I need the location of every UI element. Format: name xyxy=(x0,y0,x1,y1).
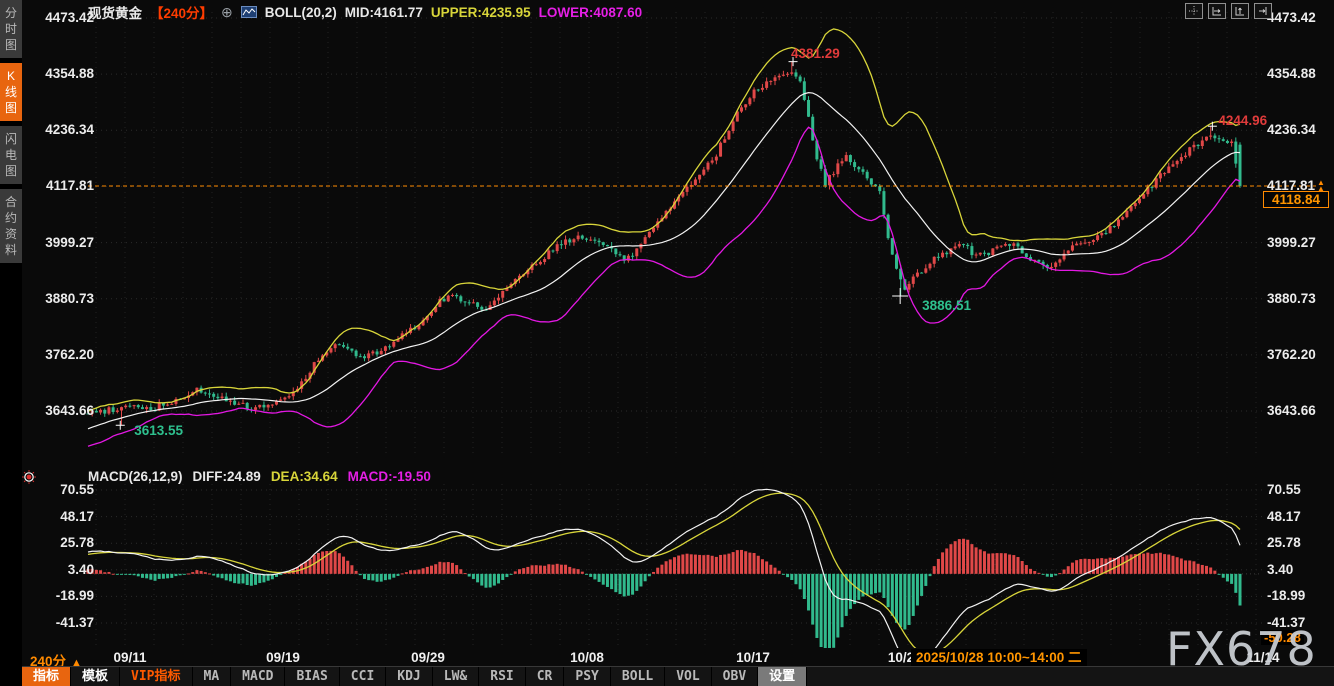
timeframe-indicator[interactable]: 240分 ▲ xyxy=(30,654,82,669)
crosshair-marker xyxy=(892,287,909,304)
indicator-live-icon[interactable] xyxy=(22,470,36,489)
price-axis-tick: 3643.66 xyxy=(1267,403,1316,418)
price-axis-tick: 3762.20 xyxy=(1267,346,1316,362)
macd-axis-tick: 25.78 xyxy=(60,535,94,551)
toolbar-button-indicators[interactable]: 指标 xyxy=(22,667,72,686)
bollinger-layer xyxy=(87,28,1241,447)
price-axis-tick: 3762.20 xyxy=(45,346,94,362)
toolbar-button-boll[interactable]: BOLL xyxy=(611,667,666,686)
boll-upper-value: UPPER:4235.95 xyxy=(430,4,531,20)
macd-axis-tick: 3.40 xyxy=(67,561,94,577)
chart-tool-buttons xyxy=(1185,3,1272,19)
macd-axis-tick: -18.99 xyxy=(55,588,94,604)
crosshair-date-tooltip: 2025/10/28 10:00~14:00 二 xyxy=(911,649,1087,666)
macd-axis-tick: 70.55 xyxy=(1267,482,1301,497)
add-indicator-icon[interactable]: ⊕ xyxy=(221,3,233,20)
toolbar-button-vol[interactable]: VOL xyxy=(665,667,712,686)
macd-title: MACD(26,12,9) xyxy=(88,469,183,484)
toolbar-button-lw[interactable]: LW& xyxy=(433,667,480,686)
x-axis-date: 10/08 xyxy=(570,650,604,665)
toolbar-button-cr[interactable]: CR xyxy=(526,667,565,686)
x-axis-date: 11/14 xyxy=(1246,650,1280,665)
pan-crosshair-icon[interactable] xyxy=(1185,3,1203,19)
last-price-box: 4118.84 xyxy=(1263,191,1329,208)
toolbar-button-ma[interactable]: MA xyxy=(193,667,232,686)
extreme-marker-icon xyxy=(788,57,798,67)
toolbar-button-cci[interactable]: CCI xyxy=(340,667,387,686)
price-annotation: 4244.96 xyxy=(1218,113,1268,129)
indicator-toolbar: 指标 模板 VIP指标 MA MACD BIAS CCI KDJ LW& RSI CR PSY BOLL… xyxy=(22,666,1334,686)
zoom-vertical-icon[interactable] xyxy=(1231,3,1249,19)
price-axis-tick: 3999.27 xyxy=(1267,234,1316,250)
toolbar-button-obv[interactable]: OBV xyxy=(712,667,759,686)
x-axis-date: 09/29 xyxy=(411,650,445,665)
price-axis-tick: 4117.81 xyxy=(1267,178,1316,194)
price-axis-tick: 4117.81 xyxy=(45,178,94,194)
macd-axis-tick: 25.78 xyxy=(1267,535,1301,551)
price-annotation: 4381.29 xyxy=(791,45,840,61)
price-axis-tick: 3643.66 xyxy=(45,403,94,418)
macd-layer xyxy=(86,488,1260,648)
price-axis-tick: 4236.34 xyxy=(45,122,94,138)
boll-mid-value: MID:4161.77 xyxy=(344,4,423,20)
toolbar-button-settings[interactable]: 设置 xyxy=(758,667,808,686)
extreme-marker-icon xyxy=(115,420,125,430)
price-axis-tick: 4354.88 xyxy=(45,66,94,82)
toolbar-button-psy[interactable]: PSY xyxy=(564,667,611,686)
macd-macd-value: MACD:-19.50 xyxy=(347,469,431,484)
reset-scale-icon[interactable] xyxy=(1254,3,1272,19)
price-axis-tick: 4473.42 xyxy=(45,10,94,25)
macd-dea-value: DEA:34.64 xyxy=(270,469,338,484)
x-axis-date: 10/2 xyxy=(887,650,915,665)
price-alert-arrows-icon[interactable]: ▲ ▲ xyxy=(1317,178,1325,193)
symbol-name: 现货黄金 xyxy=(88,6,142,21)
macd-axis-tick: 3.40 xyxy=(1267,561,1294,577)
arrow-up-icon: ▲ xyxy=(71,657,82,669)
toolbar-button-bias[interactable]: BIAS xyxy=(285,667,340,686)
chart-header: 现货黄金 【240分】 ⊕ BOLL(20,2) MID:4161.77 UPP… xyxy=(88,3,643,22)
x-axis-date: 09/11 xyxy=(113,650,147,665)
sidebar-item-lightning-chart[interactable]: 闪电图 xyxy=(0,126,22,184)
macd-axis-tick: -18.99 xyxy=(1267,588,1306,604)
macd-crosshair-value: -50.28 xyxy=(1261,630,1304,645)
macd-axis-tick: 70.55 xyxy=(60,482,94,497)
price-axis-tick: 3880.73 xyxy=(45,290,94,306)
boll-indicator-label: BOLL(20,2) xyxy=(264,4,337,20)
price-axis-tick: 4236.34 xyxy=(1267,122,1316,138)
x-axis-date: 09/19 xyxy=(266,650,300,665)
candles-layer xyxy=(86,61,1242,426)
macd-diff-value: DIFF:24.89 xyxy=(192,469,261,484)
price-axis-tick: 3999.27 xyxy=(45,234,94,250)
toolbar-button-macd[interactable]: MACD xyxy=(231,667,286,686)
price-axis-tick: 3880.73 xyxy=(1267,290,1316,306)
period-label[interactable]: 【240分】 xyxy=(150,6,214,21)
toolbar-button-kdj[interactable]: KDJ xyxy=(386,667,433,686)
toolbar-button-rsi[interactable]: RSI xyxy=(479,667,526,686)
grid-layer xyxy=(95,12,1262,646)
sidebar-item-time-chart[interactable]: 分时图 xyxy=(0,0,22,58)
toolbar-button-templates[interactable]: 模板 xyxy=(71,667,121,686)
price-axis-tick: 4473.42 xyxy=(1267,10,1316,25)
price-annotation: 3613.55 xyxy=(134,423,184,439)
zoom-horizontal-icon[interactable] xyxy=(1208,3,1226,19)
x-axis-date: 10/17 xyxy=(736,650,770,665)
extreme-marker-icon xyxy=(1207,121,1217,131)
macd-axis-tick: 48.17 xyxy=(60,508,94,524)
price-annotation: 3886.51 xyxy=(922,297,971,313)
macd-axis-tick: -41.37 xyxy=(55,615,94,630)
chart-thumbnail-icon[interactable] xyxy=(240,6,257,18)
macd-axis-tick: 48.17 xyxy=(1267,508,1301,524)
price-axis-tick: 4354.88 xyxy=(1267,66,1316,82)
macd-header: MACD(26,12,9) DIFF:24.89 DEA:34.64 MACD:… xyxy=(88,469,431,484)
toolbar-button-vip-indicators[interactable]: VIP指标 xyxy=(120,667,193,686)
macd-axis-tick: -41.37 xyxy=(1267,615,1306,630)
sidebar-item-contract-info[interactable]: 合约资料 xyxy=(0,189,22,263)
boll-lower-value: LOWER:4087.60 xyxy=(538,4,643,20)
